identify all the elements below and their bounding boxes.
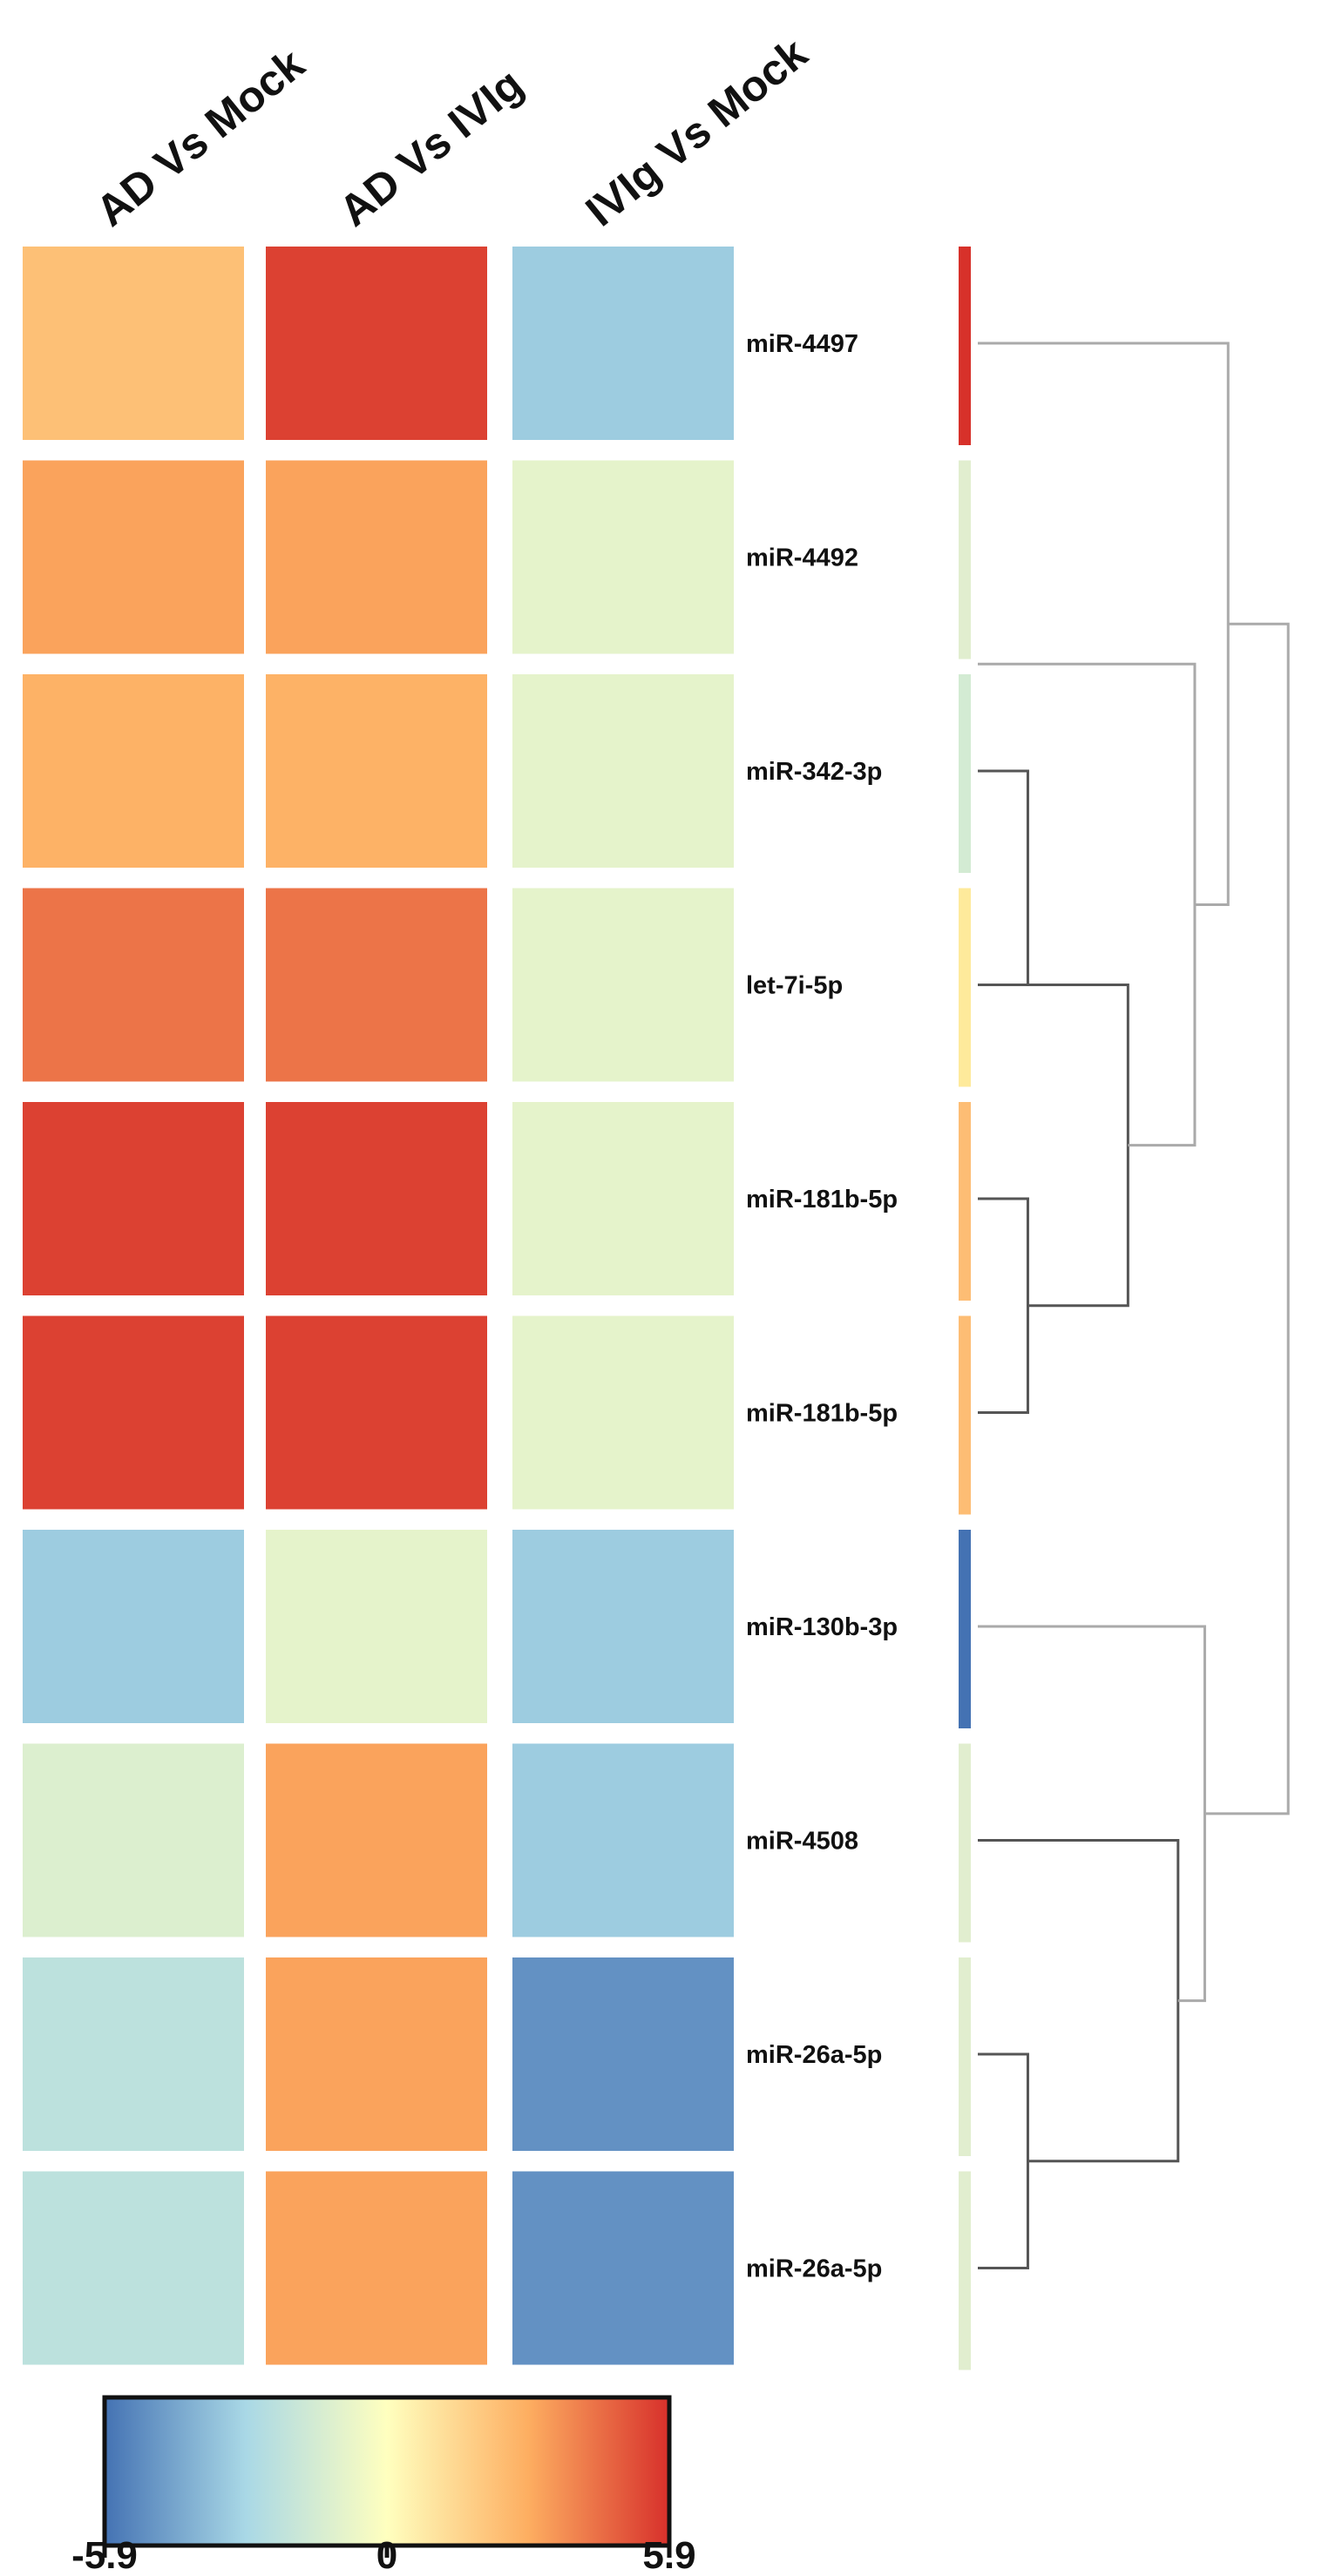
heatmap-cell: [266, 1315, 487, 1510]
cluster-color-segment: [959, 1102, 971, 1301]
heatmap-cell: [266, 888, 487, 1082]
colorbar-gradient: [102, 2395, 672, 2548]
colorbar-tick-label: 5.9: [642, 2534, 695, 2576]
heatmap-cell: [23, 1530, 244, 1723]
dendrogram-branch: [978, 1197, 1029, 1414]
heatmap-cell: [266, 674, 487, 868]
heatmap-cell: [23, 2171, 244, 2365]
heatmap-cell: [512, 1530, 734, 1723]
heatmap-cell: [266, 1102, 487, 1295]
heatmap-cell: [266, 2171, 487, 2365]
heatmap-cell: [512, 460, 734, 654]
heatmap-cell: [266, 1743, 487, 1937]
row-labels: miR-4497 miR-4492 miR-342-3p let-7i-5p miR-1…: [746, 330, 898, 2283]
heatmap-cell: [23, 460, 244, 654]
cluster-color-segment: [959, 247, 971, 445]
cluster-color-segment: [959, 1315, 971, 1515]
row-label: miR-26a-5p: [746, 2041, 882, 2069]
heatmap-cell: [266, 1530, 487, 1723]
heatmap-cell: [512, 1957, 734, 2151]
dendrogram-branch: [978, 1625, 1206, 2003]
row-dendrogram: [978, 341, 1290, 2269]
heatmap-cell: [512, 2171, 734, 2365]
color-scale-legend: -5.9 0 5.9: [71, 2395, 696, 2576]
heatmap-cell: [23, 674, 244, 868]
heatmap-cell: [23, 1315, 244, 1510]
colorbar-tick-label: 0: [376, 2534, 397, 2576]
heatmap-cell: [512, 1743, 734, 1937]
row-label: miR-181b-5p: [746, 1186, 898, 1214]
cluster-color-segment: [959, 1530, 971, 1728]
dendrogram-branch: [978, 341, 1230, 906]
heatmap-cell: [512, 1315, 734, 1510]
heatmap-cell: [266, 1957, 487, 2151]
dendrogram-branch: [978, 1839, 1180, 2163]
cluster-color-segment: [959, 1743, 971, 1943]
heatmap-cell: [23, 1743, 244, 1937]
heatmap-cell: [23, 888, 244, 1082]
row-cluster-color-bar: [959, 247, 971, 2370]
row-label: miR-342-3p: [746, 758, 882, 786]
heatmap-cell: [266, 460, 487, 654]
heatmap-cell: [23, 1102, 244, 1295]
colorbar-tick-label: -5.9: [71, 2534, 138, 2576]
heatmap-cell: [23, 1957, 244, 2151]
cluster-color-segment: [959, 460, 971, 659]
cluster-color-segment: [959, 2171, 971, 2370]
row-label: miR-4508: [746, 1828, 858, 1856]
heatmap-cell: [512, 1102, 734, 1295]
dendrogram-branch: [978, 769, 1029, 986]
column-label: IVIg Vs Mock: [577, 29, 817, 236]
dendrogram-branch: [978, 662, 1197, 1147]
heatmap-cell: [512, 674, 734, 868]
heatmap-cell: [23, 247, 244, 440]
row-label: miR-4492: [746, 544, 858, 572]
column-labels: AD Vs Mock AD Vs IVIg IVIg Vs Mock: [87, 29, 817, 236]
row-label: miR-130b-3p: [746, 1613, 898, 1641]
row-label: miR-181b-5p: [746, 1400, 898, 1428]
row-label: miR-26a-5p: [746, 2255, 882, 2283]
cluster-color-segment: [959, 888, 971, 1087]
row-label: miR-4497: [746, 330, 858, 358]
dendrogram-branch: [978, 2052, 1029, 2269]
heatmap-cell: [512, 888, 734, 1082]
dendrogram-branch: [1204, 622, 1290, 1815]
column-label: AD Vs Mock: [87, 39, 314, 235]
row-label: let-7i-5p: [746, 972, 843, 1000]
dendrogram-branch: [978, 984, 1129, 1308]
column-label: AD Vs IVIg: [330, 59, 532, 236]
cluster-color-segment: [959, 1957, 971, 2156]
heatmap-cells: [23, 247, 734, 2365]
cluster-color-segment: [959, 674, 971, 873]
heatmap-cell: [266, 247, 487, 440]
heatmap-cell: [512, 247, 734, 440]
